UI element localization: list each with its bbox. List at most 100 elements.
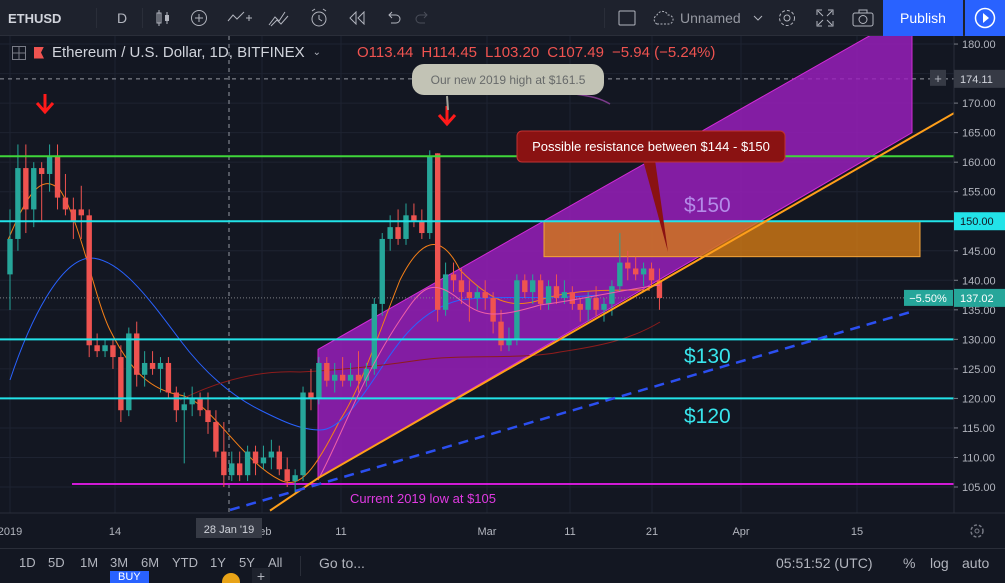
layout-name[interactable]: Unnamed (680, 10, 741, 26)
auto-toggle[interactable]: auto (962, 555, 990, 571)
candle[interactable] (110, 339, 116, 369)
range-button-1d[interactable]: 1D (19, 555, 36, 570)
candle[interactable] (632, 256, 639, 281)
candle[interactable] (118, 345, 124, 423)
candle[interactable] (569, 286, 576, 310)
legend-grid-icon[interactable] (12, 45, 26, 60)
candle[interactable] (537, 274, 544, 310)
range-button-6m[interactable]: 6M (141, 555, 160, 570)
candle[interactable] (213, 410, 219, 458)
candles-icon[interactable] (150, 0, 176, 36)
candle[interactable] (648, 262, 655, 287)
candle[interactable] (411, 203, 417, 228)
candle[interactable] (601, 298, 607, 322)
candle[interactable] (94, 333, 100, 358)
candle[interactable] (141, 351, 148, 387)
candle[interactable] (442, 262, 449, 316)
percent-toggle[interactable]: % (903, 555, 916, 571)
candle[interactable] (545, 280, 552, 310)
gear-icon[interactable] (774, 0, 800, 36)
range-button-1y[interactable]: 1Y (210, 555, 226, 570)
range-button-3m[interactable]: 3M (110, 555, 129, 570)
candle[interactable] (126, 327, 132, 417)
fullscreen-square-icon[interactable] (614, 0, 640, 36)
candle[interactable] (474, 286, 480, 310)
crosshair-plus-icon[interactable] (930, 69, 946, 86)
candle[interactable] (197, 392, 203, 417)
legend-chevron-icon[interactable]: ⌄ (312, 47, 321, 58)
candle[interactable] (268, 439, 275, 470)
candle[interactable] (617, 233, 623, 293)
candle[interactable] (625, 250, 631, 281)
candle[interactable] (229, 451, 235, 482)
candle[interactable] (46, 144, 53, 192)
candle[interactable] (78, 185, 84, 239)
candle[interactable] (324, 357, 330, 387)
range-button-1m[interactable]: 1M (80, 555, 99, 570)
candle[interactable] (458, 268, 465, 304)
candle[interactable] (276, 445, 282, 476)
candle[interactable] (70, 197, 77, 239)
candle[interactable] (149, 351, 156, 375)
candle[interactable] (15, 144, 21, 251)
camera-icon[interactable] (850, 0, 876, 36)
templates-icon[interactable] (266, 0, 292, 36)
publish-button[interactable]: Publish (883, 0, 963, 36)
candle[interactable] (38, 162, 45, 222)
candle[interactable] (339, 357, 346, 387)
candle[interactable] (165, 357, 172, 399)
candle[interactable] (332, 362, 338, 393)
candle[interactable] (403, 203, 409, 245)
range-button-5y[interactable]: 5Y (239, 555, 255, 570)
candle[interactable] (379, 233, 385, 316)
candle[interactable] (236, 451, 243, 482)
chart-canvas[interactable]: Our new 2019 high at $161.5 Possible resi… (0, 36, 1005, 548)
candle[interactable] (514, 274, 520, 346)
axis-settings-gear-icon[interactable] (970, 524, 984, 538)
goto-button[interactable]: Go to... (319, 555, 365, 571)
utc-clock[interactable]: 05:51:52 (UTC) (776, 555, 873, 571)
candle[interactable] (181, 392, 187, 464)
candle[interactable] (427, 150, 433, 239)
alert-clock-icon[interactable] (306, 0, 332, 36)
legend-flag-icon[interactable] (34, 46, 44, 59)
undo-icon[interactable] (380, 0, 406, 36)
buy-button[interactable]: BUY (110, 571, 149, 583)
chevron-down-icon[interactable] (750, 0, 766, 36)
candle[interactable] (553, 274, 560, 304)
candle[interactable] (102, 339, 108, 358)
candle[interactable] (593, 286, 599, 316)
candle[interactable] (434, 153, 441, 322)
log-toggle[interactable]: log (930, 555, 949, 571)
candle[interactable] (395, 209, 401, 245)
candle[interactable] (355, 351, 362, 393)
candle[interactable] (292, 469, 298, 493)
candle[interactable] (490, 292, 496, 334)
candle[interactable] (62, 173, 69, 216)
candle[interactable] (173, 386, 180, 423)
indicators-add-icon[interactable] (186, 0, 212, 36)
candle[interactable] (23, 144, 29, 234)
candle[interactable] (577, 298, 583, 322)
candle[interactable] (300, 386, 306, 482)
candle[interactable] (419, 209, 425, 239)
range-button-5d[interactable]: 5D (48, 555, 65, 570)
candle[interactable] (244, 445, 251, 482)
candle[interactable] (640, 262, 647, 287)
publish-play-icon[interactable] (965, 0, 1005, 36)
range-button-all[interactable]: All (268, 555, 283, 570)
symbol-search[interactable]: ETHUSD (8, 10, 62, 26)
range-button-ytd[interactable]: YTD (172, 555, 198, 570)
candle[interactable] (450, 262, 457, 293)
candle[interactable] (561, 280, 568, 304)
candle[interactable] (157, 357, 164, 393)
candle[interactable] (134, 321, 140, 387)
candle[interactable] (308, 368, 314, 411)
candle[interactable] (522, 274, 528, 299)
interval-button[interactable]: D (116, 10, 128, 26)
candle[interactable] (316, 357, 322, 405)
candle[interactable] (7, 209, 13, 310)
candle[interactable] (466, 280, 473, 322)
candle[interactable] (221, 422, 227, 487)
legend-title[interactable]: Ethereum / U.S. Dollar, 1D, BITFINEX (52, 44, 305, 61)
